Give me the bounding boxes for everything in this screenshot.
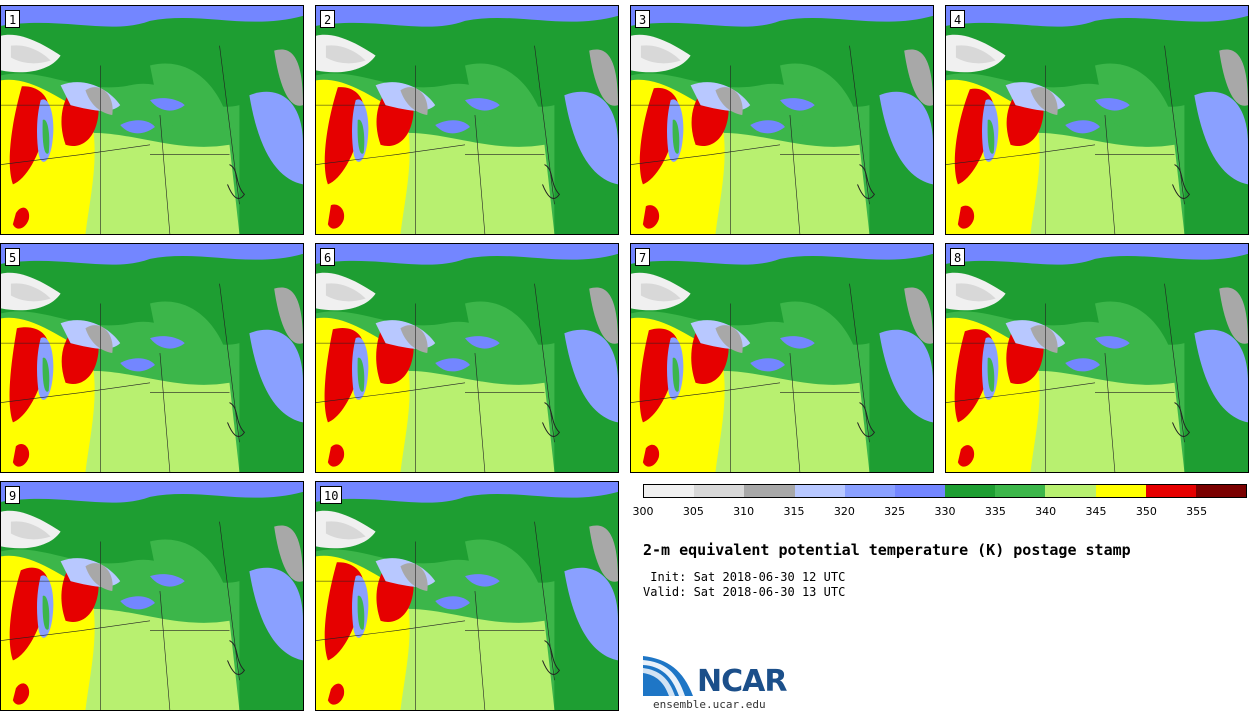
ncar-logo-icon — [643, 656, 693, 696]
postage-stamp-map: 6 — [315, 243, 619, 473]
stamp-number-label: 8 — [950, 248, 966, 266]
colorbar-swatch — [1095, 485, 1146, 497]
postage-stamp-map: 10 — [315, 481, 619, 711]
colorbar-tick-label: 340 — [1035, 505, 1057, 518]
colorbar-tick-label: 300 — [632, 505, 654, 518]
colorbar-tick-label: 335 — [984, 505, 1006, 518]
colorbar-swatch — [995, 485, 1046, 497]
postage-stamp-map: 9 — [0, 481, 304, 711]
stamp-number-label: 1 — [5, 10, 21, 28]
colorbar-tick-label: 315 — [783, 505, 805, 518]
colorbar-swatch — [644, 485, 695, 497]
stamp-number-label: 4 — [950, 10, 966, 28]
colorbar-tick-label: 305 — [682, 505, 704, 518]
postage-stamp-map: 7 — [630, 243, 934, 473]
stamp-number-label: 10 — [320, 486, 343, 504]
colorbar-tick-label: 310 — [733, 505, 755, 518]
colorbar-swatch — [894, 485, 946, 497]
colorbar-tick-label: 320 — [833, 505, 855, 518]
colorbar-swatch — [1195, 485, 1247, 497]
colorbar-swatch — [794, 485, 845, 497]
postage-stamp-map: 3 — [630, 5, 934, 235]
postage-stamp-map: 5 — [0, 243, 304, 473]
colorbar-tick-label: 330 — [934, 505, 956, 518]
colorbar-tick-label: 325 — [884, 505, 906, 518]
postage-stamp-map: 4 — [945, 5, 1249, 235]
colorbar — [643, 484, 1247, 498]
stamp-number-label: 7 — [635, 248, 651, 266]
colorbar-swatch — [1145, 485, 1196, 497]
colorbar-ticks: 300 305 310 315 320 325 330 335 340 345 350 355 — [633, 505, 1247, 519]
site-url: ensemble.ucar.edu — [653, 698, 766, 711]
colorbar-tick-label: 355 — [1186, 505, 1208, 518]
stamp-number-label: 5 — [5, 248, 21, 266]
stamp-number-label: 9 — [5, 486, 21, 504]
colorbar-swatch — [844, 485, 895, 497]
valid-time: Valid: Sat 2018-06-30 13 UTC — [643, 585, 846, 599]
figure-title: 2-m equivalent potential temperature (K)… — [643, 541, 1131, 559]
colorbar-swatch — [945, 485, 996, 497]
ncar-logo-text: NCAR — [697, 664, 787, 699]
stamp-number-label: 3 — [635, 10, 651, 28]
colorbar-swatch — [744, 485, 795, 497]
colorbar-tick-label: 345 — [1085, 505, 1107, 518]
colorbar-swatch — [1045, 485, 1096, 497]
colorbar-tick-label: 350 — [1135, 505, 1157, 518]
stamp-number-label: 6 — [320, 248, 336, 266]
init-time: Init: Sat 2018-06-30 12 UTC — [643, 570, 846, 584]
stamp-number-label: 2 — [320, 10, 336, 28]
postage-stamp-map: 8 — [945, 243, 1249, 473]
postage-stamp-map: 2 — [315, 5, 619, 235]
postage-stamp-map: 1 — [0, 5, 304, 235]
colorbar-swatch — [694, 485, 745, 497]
